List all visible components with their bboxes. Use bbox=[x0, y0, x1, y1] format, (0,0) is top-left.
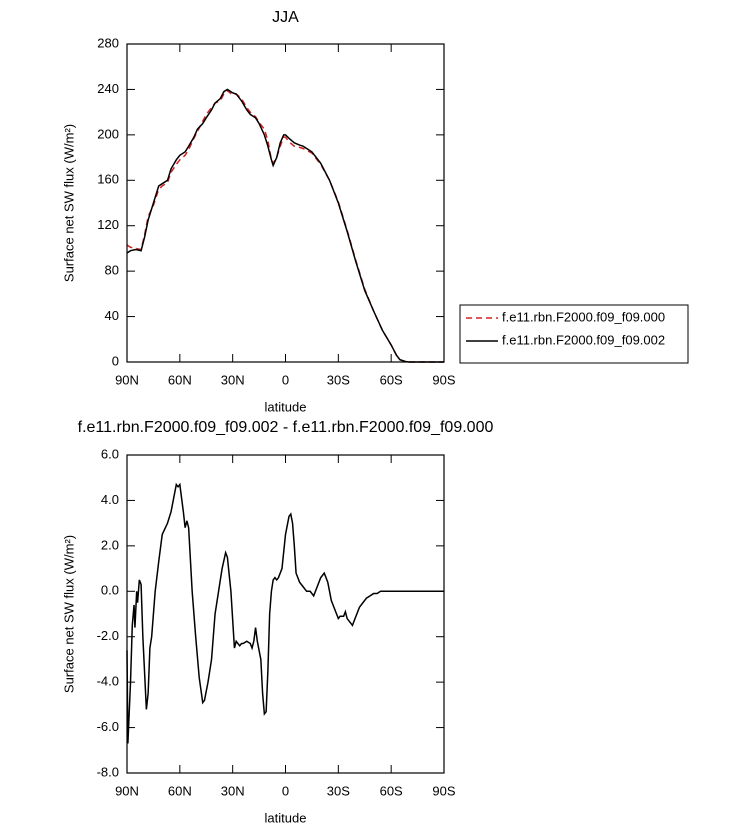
legend-box bbox=[459, 304, 689, 364]
x-tick-label: 60N bbox=[168, 372, 192, 387]
plot-frame bbox=[126, 43, 445, 363]
data-line bbox=[126, 89, 444, 363]
y-tick-label: 6.0 bbox=[101, 446, 119, 461]
y-tick-label: 0.0 bbox=[101, 583, 119, 598]
x-tick-label: 30S bbox=[327, 783, 350, 798]
x-tick-label: 0 bbox=[282, 783, 289, 798]
x-tick-label: 0 bbox=[282, 372, 289, 387]
y-axis-label: Surface net SW flux (W/m²) bbox=[61, 124, 76, 282]
y-tick-label: 80 bbox=[105, 263, 119, 278]
x-tick-label: 60S bbox=[380, 783, 403, 798]
x-tick-label: 30N bbox=[221, 783, 245, 798]
y-tick-label: 160 bbox=[97, 172, 119, 187]
plot-frame bbox=[126, 454, 445, 774]
data-line bbox=[126, 88, 444, 363]
y-tick-label: 200 bbox=[97, 126, 119, 141]
y-tick-label: 2.0 bbox=[101, 537, 119, 552]
y-tick-label: -8.0 bbox=[97, 764, 119, 779]
y-tick-label: -6.0 bbox=[97, 719, 119, 734]
y-axis-label: Surface net SW flux (W/m²) bbox=[61, 535, 76, 693]
chart-title: JJA bbox=[272, 9, 299, 26]
y-tick-label: 120 bbox=[97, 217, 119, 232]
x-tick-label: 90S bbox=[432, 783, 455, 798]
y-tick-label: -2.0 bbox=[97, 628, 119, 643]
x-tick-label: 90N bbox=[115, 372, 139, 387]
data-line bbox=[126, 482, 444, 744]
panel: f.e11.rbn.F2000.f09_f09.002 - f.e11.rbn.… bbox=[61, 419, 493, 825]
panel: JJA latitude Surface net SW flux (W/m²) 0 40… bbox=[61, 9, 689, 414]
y-tick-label: 0 bbox=[112, 353, 119, 368]
x-axis-label: latitude bbox=[265, 399, 307, 414]
y-tick-label: 40 bbox=[105, 308, 119, 323]
chart-title: f.e11.rbn.F2000.f09_f09.002 - f.e11.rbn.… bbox=[78, 419, 494, 436]
x-axis-label: latitude bbox=[265, 810, 307, 825]
y-tick-label: 240 bbox=[97, 81, 119, 96]
x-tick-label: 90N bbox=[115, 783, 139, 798]
y-tick-label: -4.0 bbox=[97, 674, 119, 689]
y-tick-label: 280 bbox=[97, 35, 119, 50]
x-tick-label: 60S bbox=[380, 372, 403, 387]
y-tick-label: 4.0 bbox=[101, 492, 119, 507]
x-tick-label: 60N bbox=[168, 783, 192, 798]
legend-label: f.e11.rbn.F2000.f09_f09.000 bbox=[502, 309, 665, 324]
x-tick-label: 30N bbox=[221, 372, 245, 387]
x-tick-label: 30S bbox=[327, 372, 350, 387]
x-tick-label: 90S bbox=[432, 372, 455, 387]
legend-label: f.e11.rbn.F2000.f09_f09.002 bbox=[502, 332, 665, 347]
